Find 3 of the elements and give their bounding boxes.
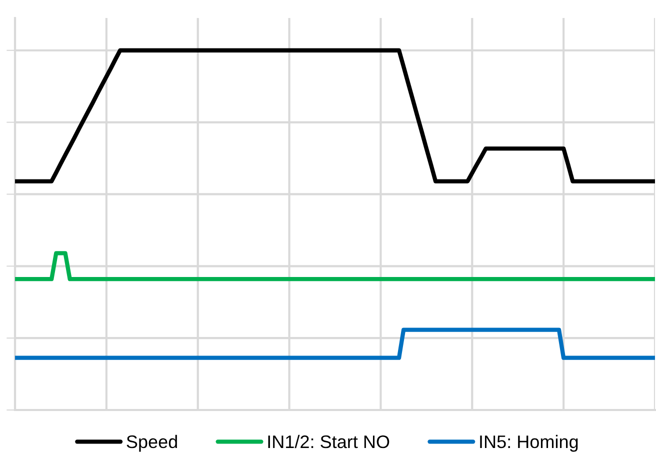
legend-label: IN5: Homing <box>480 434 578 452</box>
legend-label: IN1/2: Start NO <box>268 434 390 448</box>
legend-label: Speed <box>126 434 177 452</box>
